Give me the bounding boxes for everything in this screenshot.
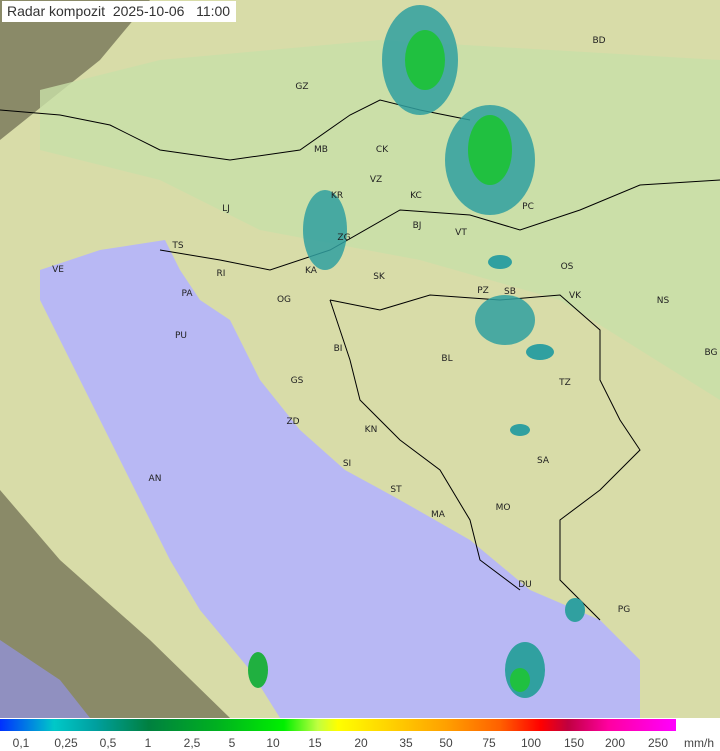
legend-tick: 250 [647, 736, 669, 750]
city-label: MA [431, 510, 445, 520]
legend-unit: mm/h [684, 736, 714, 750]
city-label: VT [455, 228, 467, 238]
precipitation-color-scale [0, 719, 676, 731]
city-label: GS [290, 376, 304, 386]
city-label: OG [276, 295, 292, 305]
city-label: GZ [295, 82, 309, 92]
legend-tick: 1 [144, 736, 152, 750]
city-label: NS [656, 296, 670, 306]
city-label: CK [375, 145, 389, 155]
city-label: MB [314, 145, 328, 155]
city-label: PC [522, 202, 534, 212]
city-label: VE [52, 265, 64, 275]
city-label: TS [172, 241, 184, 251]
legend-tick: 100 [520, 736, 542, 750]
city-label: AN [148, 474, 162, 484]
city-label: KN [364, 425, 378, 435]
legend-tick: 2,5 [183, 736, 201, 750]
legend-tick: 5 [228, 736, 236, 750]
city-label: VK [568, 291, 582, 301]
city-label: ST [390, 485, 402, 495]
city-label: SI [342, 459, 352, 469]
city-label: MO [495, 503, 511, 513]
city-label: PG [617, 605, 631, 615]
city-label: DU [518, 580, 532, 590]
city-label: PU [174, 331, 188, 341]
city-label: PZ [477, 286, 489, 296]
legend-tick: 20 [354, 736, 368, 750]
legend-tick: 0,1 [12, 736, 30, 750]
legend-labels: 0,1 0,25 0,5 1 2,5 5 10 15 20 35 50 75 100 150 200 250 m… [0, 736, 720, 750]
city-label: PA [181, 289, 193, 299]
city-label: KA [305, 266, 317, 276]
city-label: KC [410, 191, 422, 201]
land-north-green [40, 40, 720, 400]
radar-map [0, 0, 720, 718]
city-label: OS [560, 262, 574, 272]
city-label: SA [536, 456, 550, 466]
legend-tick: 150 [563, 736, 585, 750]
city-label: BJ [412, 221, 422, 231]
city-label: SB [504, 287, 516, 297]
city-label: KR [330, 191, 344, 201]
city-label: BL [441, 354, 453, 364]
city-label: LJ [222, 204, 230, 214]
radar-echoes [248, 5, 585, 698]
legend-tick: 0,25 [54, 736, 78, 750]
sea-bottom-left [0, 640, 90, 718]
city-label: SK [373, 272, 385, 282]
legend-tick: 0,5 [99, 736, 117, 750]
legend-tick: 200 [604, 736, 626, 750]
legend-tick: 10 [266, 736, 280, 750]
city-label: TZ [559, 378, 571, 388]
city-label: VZ [369, 175, 383, 185]
legend-tick: 35 [399, 736, 413, 750]
adriatic-sea [40, 240, 640, 718]
city-label: RI [216, 269, 226, 279]
city-label: BG [704, 348, 718, 358]
city-label: ZG [337, 233, 351, 243]
legend-tick: 75 [482, 736, 496, 750]
legend-tick: 15 [308, 736, 322, 750]
legend-tick: 50 [439, 736, 453, 750]
map-title: Radar kompozit 2025-10-06 11:00 [2, 1, 237, 22]
city-label: BI [333, 344, 343, 354]
city-label: BD [592, 36, 606, 46]
city-label: ZD [286, 417, 300, 427]
